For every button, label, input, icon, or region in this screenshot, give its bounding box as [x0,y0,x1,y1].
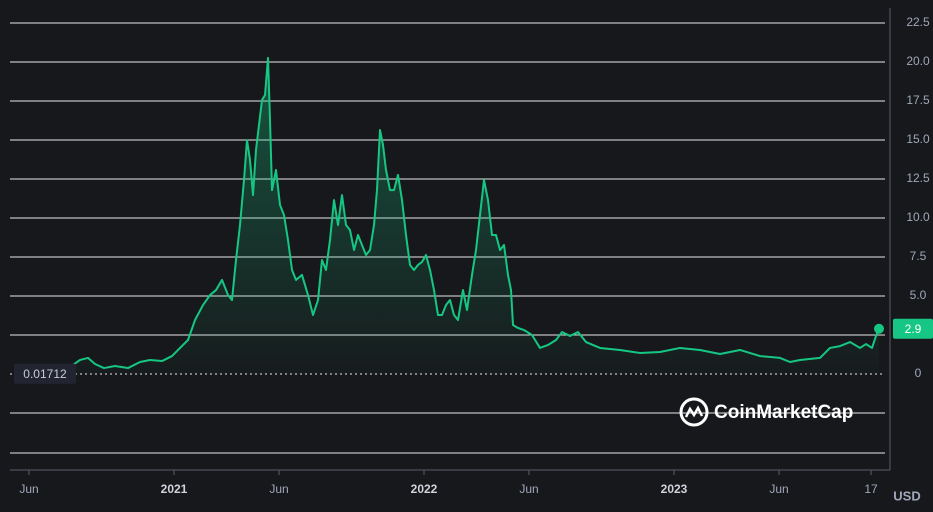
y-tick-label: 0 [915,366,922,380]
price-area [73,57,879,374]
last-price-label: 2.9 [905,322,922,336]
x-tick-label: Jun [269,482,288,496]
y-tick-label: 17.5 [906,93,930,107]
y-tick-label: 7.5 [910,249,927,263]
y-tick-label: 20.0 [906,54,930,68]
y-tick-label: 10.0 [906,210,930,224]
low-price-box [14,363,76,384]
y-tick-label: 15.0 [906,132,930,146]
y-tick-label: 5.0 [910,288,927,302]
watermark-logo-mark [684,405,704,418]
last-price-badge [893,318,933,339]
x-tick-label: 2022 [411,482,438,496]
currency-label: USD [893,488,920,503]
x-tick-label: Jun [19,482,38,496]
watermark-logo [679,397,709,427]
x-tick-label: 2023 [661,482,688,496]
low-price-label: 0.01712 [23,367,67,381]
y-tick-label: 22.5 [906,15,930,29]
y-tick-label: 12.5 [906,171,930,185]
x-tick-label: Jun [769,482,788,496]
watermark-text: CoinMarketCap [714,402,853,423]
last-point [874,323,884,334]
price-line [72,56,880,370]
x-tick-label: Jun [519,482,538,496]
x-tick-label: 17 [864,482,878,496]
x-tick-label: 2021 [161,482,188,496]
watermark: CoinMarketCap [679,397,853,427]
